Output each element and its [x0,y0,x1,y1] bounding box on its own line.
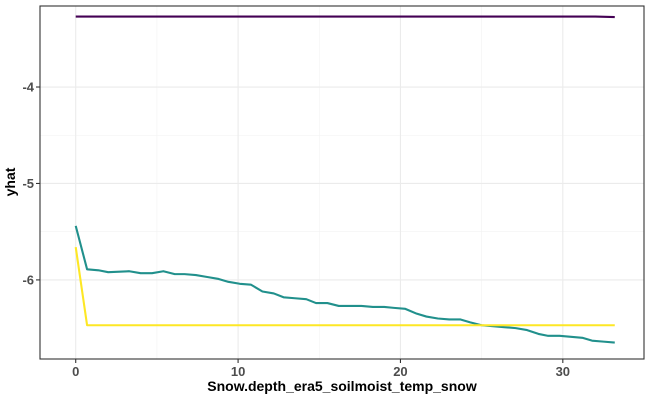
y-axis-title: yhat [2,167,18,196]
x-axis-title: Snow.depth_era5_soilmoist_temp_snow [207,378,477,394]
x-axis-ticks: 0 10 20 30 [72,359,570,379]
y-tick-label: -5 [22,176,34,191]
major-gridlines [40,6,644,359]
x-tick-label: 20 [393,364,407,379]
series-layer [74,15,615,344]
x-tick-label: 0 [72,364,79,379]
y-axis-ticks: -6 -5 -4 [22,80,40,287]
y-tick-label: -6 [22,272,34,287]
yellow-series-line [74,246,615,327]
plot-panel-border [39,5,645,360]
x-tick-label: 30 [556,364,570,379]
minor-gridlines [40,6,644,359]
x-tick-label: 10 [231,364,245,379]
y-tick-label: -4 [22,80,34,95]
teal-series-line [74,225,615,344]
